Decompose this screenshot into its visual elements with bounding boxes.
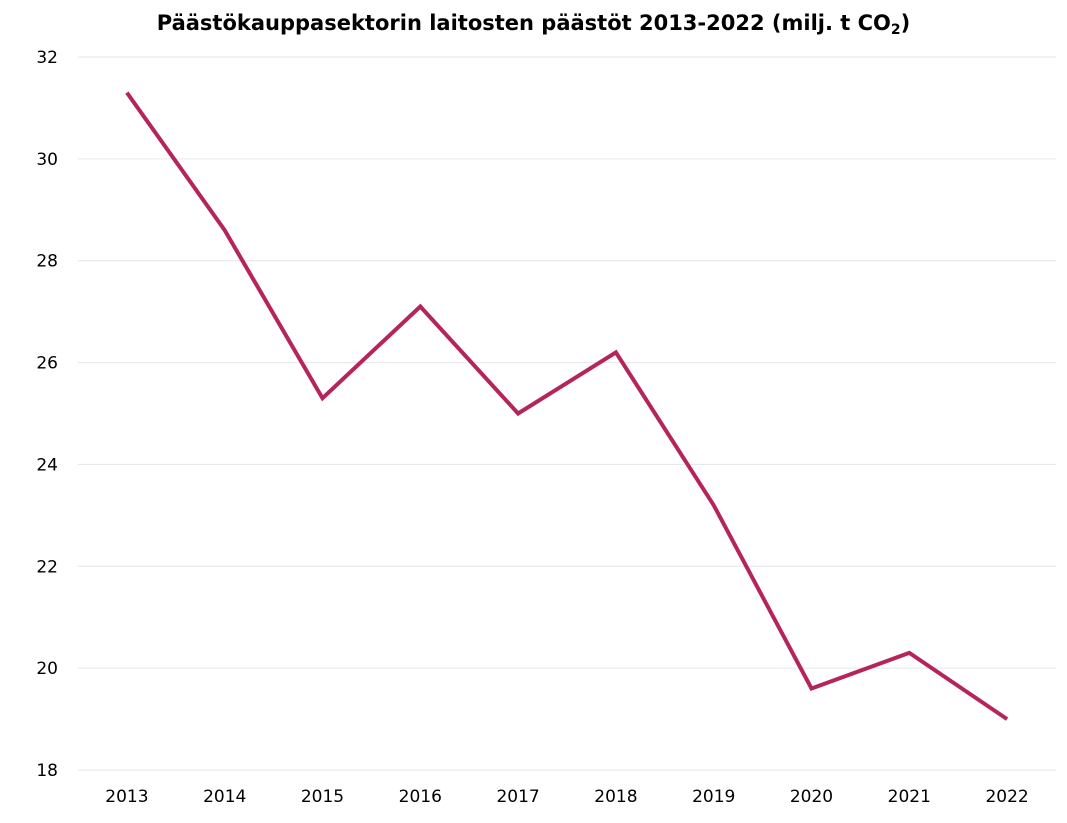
y-tick-label: 20 [36, 659, 58, 679]
data-point-2020 [810, 687, 814, 691]
y-tick-label: 18 [36, 761, 58, 781]
y-tick-label: 24 [36, 455, 58, 475]
chart-title-subscript: 2 [890, 22, 901, 38]
x-tick-label: 2014 [203, 787, 246, 807]
x-tick-label: 2019 [692, 787, 735, 807]
data-point-2019 [712, 503, 716, 507]
data-point-2016 [418, 305, 422, 309]
y-axis-tick-labels: 18 20 22 24 26 28 30 32 [36, 48, 58, 781]
series-line [125, 91, 1009, 721]
y-tick-label: 26 [36, 354, 58, 374]
series-layer [125, 91, 1009, 721]
x-tick-label: 2018 [594, 787, 637, 807]
y-tick-label: 32 [36, 48, 58, 68]
data-point-2021 [907, 651, 911, 655]
chart-title: Päästökauppasektorin laitosten päästöt 2… [0, 8, 1067, 38]
x-tick-label: 2013 [105, 787, 148, 807]
x-tick-label: 2015 [301, 787, 344, 807]
chart-title-suffix: ) [900, 11, 911, 35]
x-tick-label: 2021 [888, 787, 931, 807]
y-tick-label: 28 [36, 252, 58, 272]
data-point-2017 [516, 412, 520, 416]
data-point-2015 [321, 396, 325, 400]
gridlines [78, 56, 1056, 771]
y-tick-label: 22 [36, 557, 58, 577]
x-tick-label: 2020 [790, 787, 833, 807]
x-tick-label: 2017 [496, 787, 539, 807]
data-point-2018 [614, 350, 618, 354]
x-axis-tick-labels: 2013 2014 2015 2016 2017 2018 2019 2020 2021 2022 [105, 787, 1028, 807]
data-point-2022 [1005, 717, 1009, 721]
x-tick-label: 2022 [985, 787, 1028, 807]
chart-title-main: Päästökauppasektorin laitosten päästöt 2… [156, 11, 891, 35]
y-tick-label: 30 [36, 150, 58, 170]
data-point-2013 [125, 91, 129, 95]
x-tick-label: 2016 [399, 787, 442, 807]
data-point-2014 [223, 228, 227, 232]
